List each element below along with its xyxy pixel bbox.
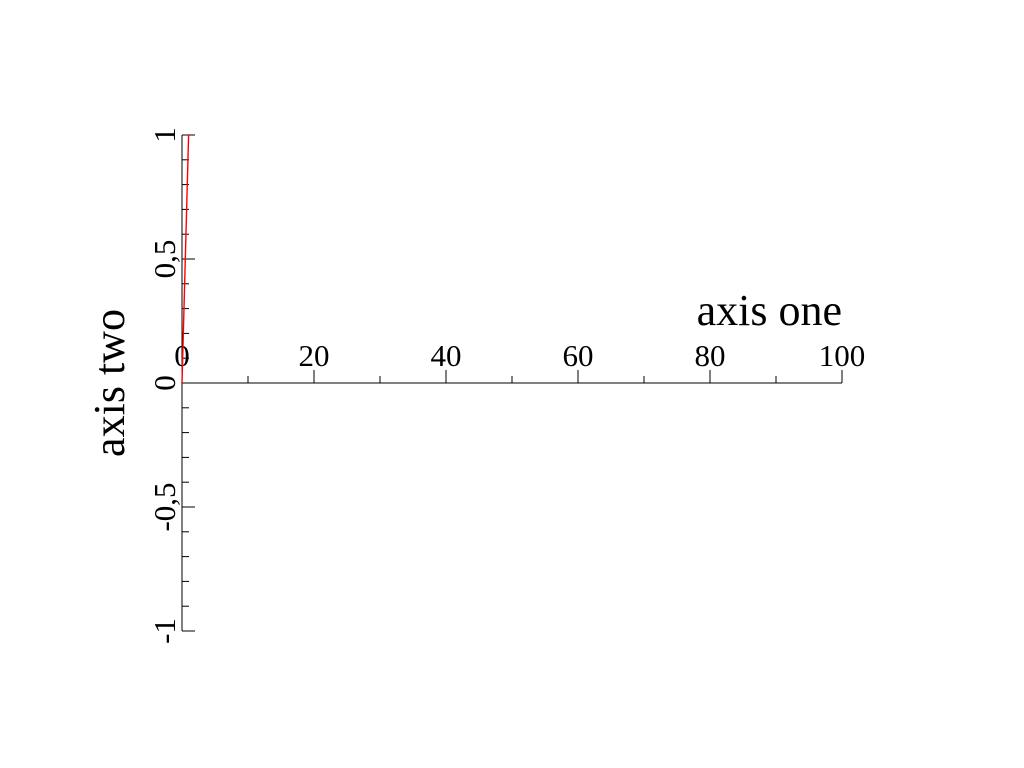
y-tick-label: 0,5 <box>147 240 182 279</box>
y-tick-label: 0 <box>147 375 182 391</box>
x-tick-label: 100 <box>819 338 866 373</box>
y-tick-label: -1 <box>147 618 182 644</box>
x-tick-label: 20 <box>299 338 330 373</box>
x-tick-label: 60 <box>563 338 594 373</box>
x-tick-label: 40 <box>431 338 462 373</box>
y-tick-label: 1 <box>147 127 182 143</box>
x-tick-label: 80 <box>695 338 726 373</box>
series-lines <box>181 134 190 384</box>
series-line <box>181 134 190 384</box>
y-tick-label: -0,5 <box>147 482 182 531</box>
x-tick-label: 0 <box>174 338 190 373</box>
y-axis-label: axis two <box>85 309 134 457</box>
x-axis-label: axis one <box>697 286 842 335</box>
tick-labels: 0 20 40 60 80 100 -1 -0,5 0 0,5 1 <box>147 127 865 644</box>
